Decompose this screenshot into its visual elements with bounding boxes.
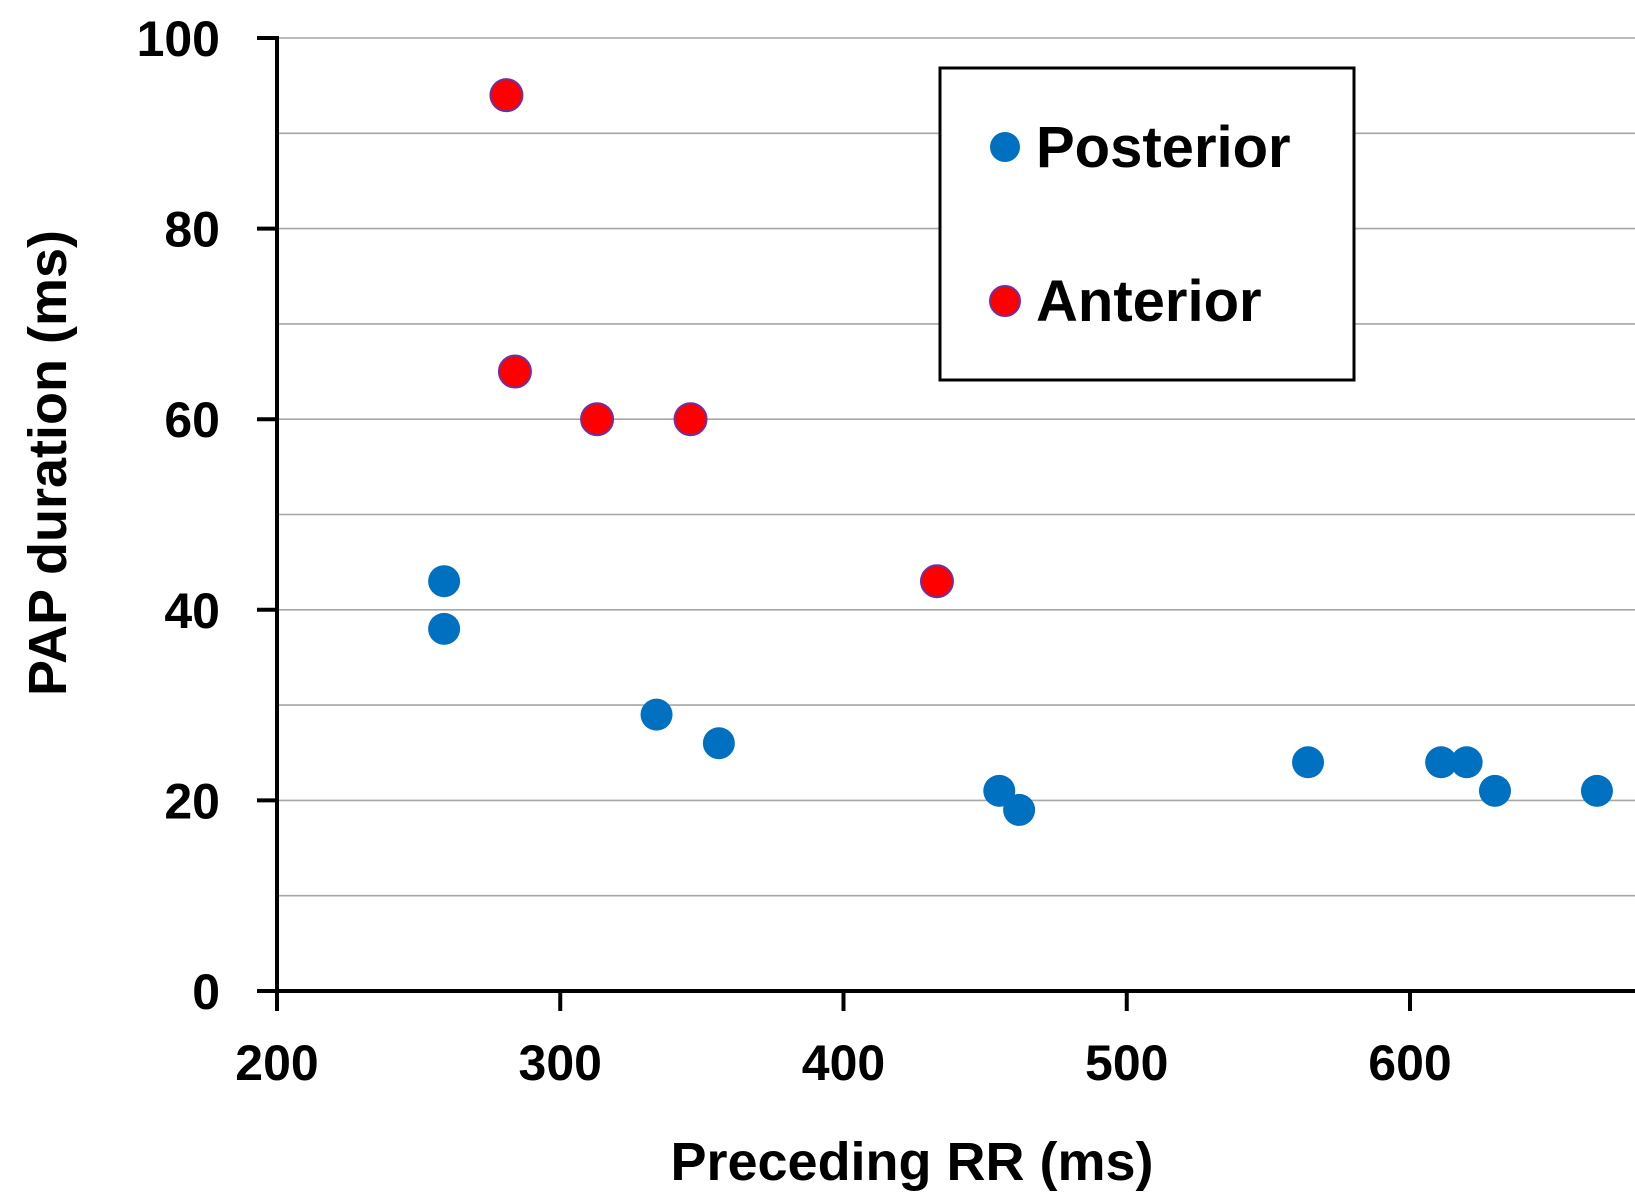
posterior-point-10 [1580,774,1613,807]
anterior-point-0 [489,78,524,113]
anterior-point-1 [497,354,532,389]
posterior-point-5 [1003,793,1036,826]
posterior-point-6 [1292,746,1325,779]
x-axis-title: Preceding RR (ms) [670,1132,1153,1192]
axes [257,36,1635,1011]
posterior-point-7 [1425,746,1458,779]
y-tick-label-40: 40 [164,583,220,639]
x-tick-label-300: 300 [519,1035,602,1091]
anterior-point-2 [580,402,615,437]
legend-label-anterior: Anterior [1036,269,1262,334]
posterior-point-9 [1478,774,1511,807]
posterior-point-8 [1450,746,1483,779]
legend-marker-posterior [990,132,1020,162]
legend-label-posterior: Posterior [1036,115,1291,180]
y-tick-label-80: 80 [164,202,220,258]
y-tick-label-0: 0 [192,964,220,1020]
y-tick-label-100: 100 [137,11,220,67]
y-tick-label-20: 20 [164,773,220,829]
posterior-point-2 [640,698,673,731]
posterior-point-0 [428,565,461,598]
legend: Posterior Anterior [938,66,1356,382]
x-tick-label-600: 600 [1368,1035,1451,1091]
y-tick-label-60: 60 [164,392,220,448]
x-tick-label-200: 200 [235,1035,318,1091]
x-tick-label-400: 400 [802,1035,885,1091]
posterior-point-3 [702,727,735,760]
tick-labels: 0 20 40 60 80 100 200 300 400 500 600 [137,11,1452,1091]
x-tick-label-500: 500 [1085,1035,1168,1091]
legend-marker-anterior [989,285,1021,317]
anterior-point-4 [919,564,954,599]
posterior-point-1 [428,612,461,645]
y-axis-title: PAP duration (ms) [18,230,78,696]
posterior-point-4 [983,774,1016,807]
data-points [428,78,1613,826]
anterior-point-3 [673,402,708,437]
legend-box [938,66,1356,382]
